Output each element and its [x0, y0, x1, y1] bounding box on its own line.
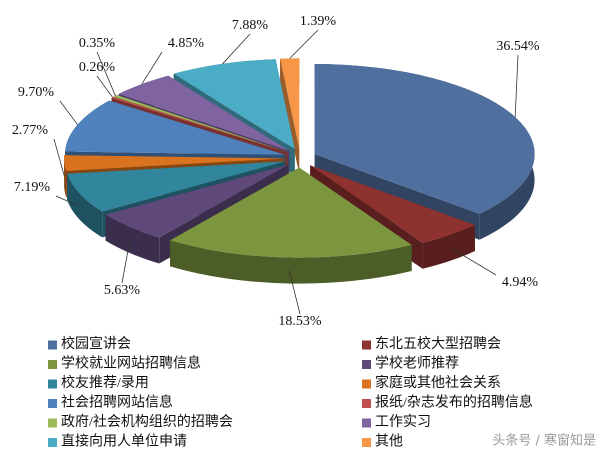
legend-swatch	[362, 438, 371, 447]
legend-swatch	[48, 418, 57, 428]
leader-line	[288, 270, 301, 315]
data-label: 7.19%	[14, 180, 51, 195]
slice-wall	[422, 225, 475, 269]
slice-top	[64, 155, 285, 171]
leader-line	[450, 247, 497, 276]
legend-swatch	[362, 418, 371, 428]
slice-top	[170, 167, 412, 258]
legend-swatch	[48, 399, 57, 408]
leader-line	[141, 51, 163, 85]
data-label: 0.35%	[79, 36, 116, 51]
slice	[170, 167, 412, 284]
data-label: 36.54%	[496, 39, 540, 54]
legend-swatch	[362, 379, 371, 389]
legend-swatch	[48, 379, 57, 389]
slice-top	[111, 96, 288, 153]
legend-label: 校园宣讲会	[61, 335, 131, 352]
slice-top	[173, 59, 295, 149]
data-label: 5.63%	[104, 283, 141, 298]
slice-wall	[105, 214, 160, 264]
slice-side	[280, 58, 300, 175]
slice	[280, 58, 300, 175]
legend-label: 政府/社会机构组织的招聘会	[61, 414, 233, 430]
legend-label: 学校就业网站招聘信息	[61, 355, 201, 372]
legend-swatch	[48, 340, 57, 350]
legend-label: 工作实习	[375, 414, 431, 430]
data-label: 4.85%	[168, 36, 205, 51]
legend-label: 家庭或其他社会关系	[375, 374, 501, 391]
slice-top	[314, 64, 535, 214]
leader-line	[222, 33, 251, 65]
legend-swatch	[362, 360, 371, 369]
leader-line	[289, 29, 319, 59]
slice-top	[67, 161, 286, 212]
slice-wall	[67, 173, 103, 238]
slice-top	[310, 165, 475, 243]
watermark: 头条号 / 寒窗知是	[492, 433, 596, 449]
leader-line	[53, 138, 65, 177]
legend-label: 其他	[375, 434, 403, 450]
data-label: 1.39%	[300, 14, 337, 29]
leader-line	[121, 239, 131, 284]
legend-swatch	[48, 438, 57, 447]
legend-label: 学校老师推荐	[375, 355, 459, 372]
data-label: 2.77%	[12, 123, 49, 138]
slice-top	[65, 100, 285, 155]
leader-line	[59, 100, 78, 125]
legend-swatch	[362, 399, 371, 408]
slice-top	[118, 75, 290, 151]
slice-top	[105, 164, 289, 238]
legend-swatch	[362, 340, 371, 350]
data-label: 7.88%	[232, 18, 269, 33]
legend-label: 报纸/杂志发布的招聘信息	[375, 394, 533, 411]
data-label: 18.53%	[278, 314, 322, 329]
leader-line	[55, 195, 80, 207]
legend-label: 校友推荐/录用	[61, 374, 149, 391]
legend-label: 东北五校大型招聘会	[375, 335, 501, 352]
slice-top	[113, 95, 288, 153]
legend-label: 社会招聘网站信息	[61, 394, 173, 411]
slice-wall	[64, 155, 67, 197]
data-label: 9.70%	[18, 85, 55, 100]
leader-line	[514, 54, 519, 118]
legend-swatch	[48, 360, 57, 369]
data-label: 0.26%	[79, 60, 116, 75]
legend-label: 直接向用人单位申请	[61, 433, 187, 450]
slice-top	[280, 58, 300, 149]
data-label: 4.94%	[502, 275, 539, 290]
leader-line	[96, 75, 113, 98]
slice-wall	[170, 240, 412, 284]
leader-line	[96, 51, 116, 97]
